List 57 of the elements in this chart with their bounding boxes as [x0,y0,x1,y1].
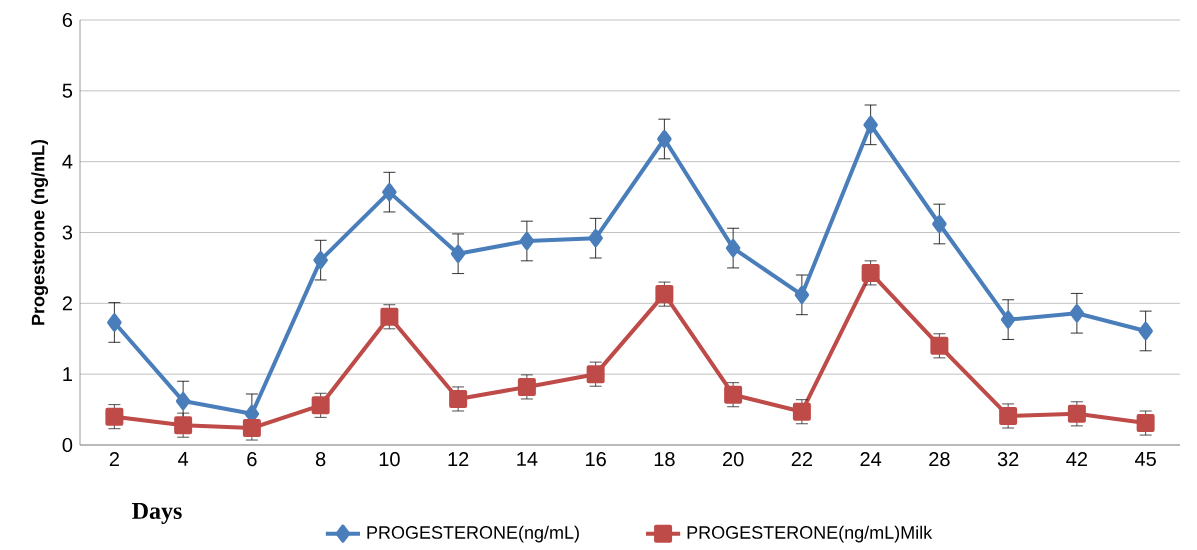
point [175,392,191,411]
point [999,407,1018,426]
x-tick-label: 14 [517,452,538,466]
y-tick-label: 5 [62,84,73,98]
x-tick-label: 28 [929,452,950,467]
x-tick-label: 18 [654,452,675,467]
point [1136,414,1155,433]
x-tick-label: 10 [379,452,400,467]
legend-label: PROGESTERONE(ng/mL)Milk [687,525,933,543]
point [382,183,397,202]
x-tick-label: 6 [247,452,257,467]
x-tick-label: 45 [1134,452,1156,467]
point [657,130,672,149]
point [655,285,674,304]
y-tick-label: 1 [63,367,72,382]
point [588,229,603,248]
y-tick-label: 4 [62,154,73,169]
point [105,407,124,426]
point [1069,304,1085,323]
legend-label: PROGESTERONE(ng/mL) [367,525,579,543]
x-tick-label: 20 [723,452,744,467]
x-tick-label: 8 [315,452,326,467]
point [930,336,949,355]
point [586,365,605,384]
point [794,285,810,304]
y-tick-label: 3 [62,225,73,240]
x-tick-label: 2 [109,452,119,467]
x-tick-label: 16 [586,452,606,467]
point [724,385,743,404]
point [1067,404,1086,423]
x-tick-label: 42 [1066,452,1088,467]
point [1138,322,1153,341]
point [517,378,536,397]
x-tick-label: 32 [997,452,1019,467]
x-tick-label: 22 [791,452,813,467]
y-tick-label: 6 [62,13,73,28]
y-tick-label: 2 [62,296,72,311]
point [174,416,193,435]
point [792,402,811,421]
x-tick-label: 12 [448,452,469,467]
point [449,390,468,409]
point [861,264,880,283]
x-tick-label: 24 [860,452,882,467]
point [450,244,466,263]
point [725,239,741,258]
point [932,215,947,234]
y-axis-title: Progesterone (ng/mL) [31,140,49,325]
point [313,251,328,270]
point [107,313,122,332]
point [380,307,399,326]
y-tick-label: 0 [62,438,73,453]
x-axis-title: Days [132,503,182,525]
x-tick-label: 4 [178,452,189,466]
point [863,115,878,134]
point [242,419,261,438]
point [1000,310,1016,329]
point [519,232,535,251]
